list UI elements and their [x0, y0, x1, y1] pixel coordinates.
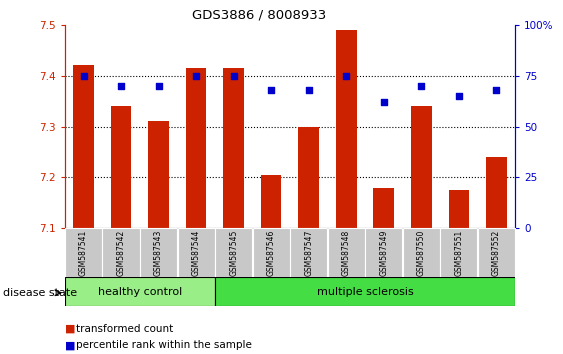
Text: multiple sclerosis: multiple sclerosis [316, 287, 413, 297]
FancyBboxPatch shape [478, 228, 515, 278]
Point [492, 87, 501, 93]
Bar [186, 68, 207, 228]
FancyBboxPatch shape [253, 228, 290, 278]
FancyBboxPatch shape [215, 277, 515, 306]
Bar [73, 65, 94, 228]
Point [342, 73, 351, 79]
Text: GSM587551: GSM587551 [454, 230, 463, 276]
Point [117, 83, 126, 88]
FancyBboxPatch shape [65, 228, 102, 278]
Bar [373, 188, 394, 228]
Text: GDS3886 / 8008933: GDS3886 / 8008933 [192, 9, 326, 22]
FancyBboxPatch shape [403, 228, 440, 278]
Text: GSM587541: GSM587541 [79, 230, 88, 276]
Bar [411, 106, 432, 228]
Point [79, 73, 88, 79]
Text: percentile rank within the sample: percentile rank within the sample [76, 340, 252, 350]
FancyBboxPatch shape [328, 228, 365, 278]
Text: GSM587544: GSM587544 [191, 230, 200, 276]
Bar [486, 157, 507, 228]
Text: healthy control: healthy control [98, 287, 182, 297]
FancyBboxPatch shape [65, 277, 215, 306]
Text: GSM587546: GSM587546 [267, 230, 276, 276]
Bar [261, 175, 282, 228]
Bar [298, 126, 319, 228]
Text: GSM587543: GSM587543 [154, 230, 163, 276]
Bar [449, 190, 469, 228]
Text: ■: ■ [65, 340, 75, 350]
Point [154, 83, 163, 88]
Point [304, 87, 313, 93]
Text: GSM587547: GSM587547 [304, 230, 313, 276]
Text: transformed count: transformed count [76, 324, 173, 333]
Point [191, 73, 200, 79]
FancyBboxPatch shape [140, 228, 177, 278]
FancyBboxPatch shape [215, 228, 252, 278]
Bar [336, 30, 356, 228]
FancyBboxPatch shape [365, 228, 403, 278]
Text: GSM587549: GSM587549 [379, 230, 388, 276]
Point [267, 87, 276, 93]
Text: ■: ■ [65, 324, 75, 333]
FancyBboxPatch shape [177, 228, 215, 278]
Bar [111, 106, 131, 228]
Text: GSM587545: GSM587545 [229, 230, 238, 276]
Text: GSM587552: GSM587552 [492, 230, 501, 276]
Point [379, 99, 388, 105]
Text: GSM587550: GSM587550 [417, 230, 426, 276]
Bar [224, 68, 244, 228]
FancyBboxPatch shape [102, 228, 140, 278]
Point [229, 73, 238, 79]
Text: GSM587548: GSM587548 [342, 230, 351, 276]
Point [454, 93, 463, 99]
FancyBboxPatch shape [440, 228, 477, 278]
FancyBboxPatch shape [290, 228, 327, 278]
Text: disease state: disease state [3, 288, 77, 298]
Text: GSM587542: GSM587542 [117, 230, 126, 276]
Point [417, 83, 426, 88]
Bar [148, 121, 169, 228]
